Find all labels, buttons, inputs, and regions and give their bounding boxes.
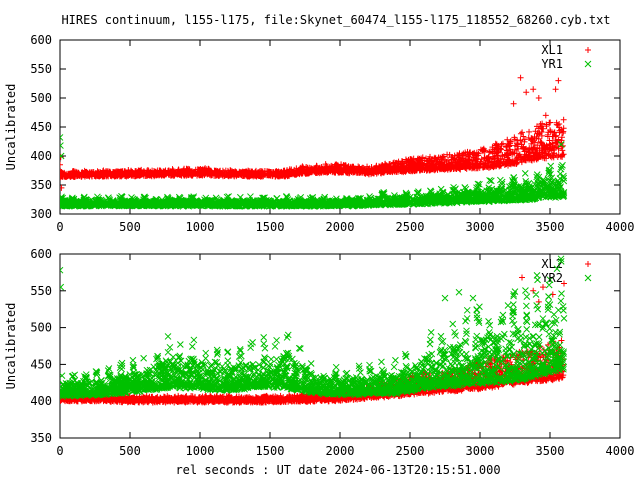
- x-tick-label: 1500: [256, 220, 285, 234]
- x-tick-label: 2000: [326, 220, 355, 234]
- chart-title: HIRES continuum, l155-l175, file:Skynet_…: [61, 13, 610, 27]
- panels: 0 500 1000 1500 2000 2500 3000 3500 400030035040…: [4, 33, 634, 458]
- x-tick-label: 3000: [466, 220, 495, 234]
- series-yr2: [60, 255, 568, 400]
- x-tick-label: 1000: [186, 444, 215, 458]
- panel-1: 0 500 1000 1500 2000 2500 3000 3500 4000 300 350 40…: [4, 33, 634, 234]
- y-tick-label: 400: [30, 149, 52, 163]
- x-tick-label: 3500: [536, 444, 565, 458]
- scatter-points-xl1: [60, 74, 567, 191]
- x-tick-label: 2000: [326, 444, 355, 458]
- legend-label: XL1: [541, 43, 563, 57]
- y-tick-label: 500: [30, 91, 52, 105]
- y-tick-label: 550: [30, 62, 52, 76]
- x-tick-label: 2500: [396, 444, 425, 458]
- y-axis-label: Uncalibrated: [4, 84, 18, 171]
- series-xl1: [60, 74, 567, 191]
- x-tick-label: 2500: [396, 220, 425, 234]
- x-tick-label: 3000: [466, 444, 495, 458]
- x-tick-label: 0: [56, 444, 63, 458]
- x-tick-label: 1000: [186, 220, 215, 234]
- y-tick-label: 600: [30, 33, 52, 47]
- scatter-points-yr1: [60, 134, 568, 210]
- y-tick-label: 450: [30, 357, 52, 371]
- legend-marker-xl2: [585, 261, 591, 267]
- x-axis-label: rel seconds : UT date 2024-06-13T20:15:5…: [175, 463, 500, 477]
- x-tick-label: 500: [119, 444, 141, 458]
- y-tick-label: 550: [30, 284, 52, 298]
- x-tick-label: 0: [56, 220, 63, 234]
- legend-label: YR2: [541, 271, 563, 285]
- y-axis-label: Uncalibrated: [4, 303, 18, 390]
- legend-marker-yr2: [584, 274, 592, 282]
- series-yr1: [60, 134, 568, 210]
- legend-marker-yr1: [584, 60, 592, 68]
- y-tick-label: 400: [30, 394, 52, 408]
- y-tick-label: 450: [30, 120, 52, 134]
- legend-marker-xl1: [585, 47, 591, 53]
- x-tick-label: 500: [119, 220, 141, 234]
- legend-label: YR1: [541, 57, 563, 71]
- y-tick-label: 350: [30, 178, 52, 192]
- x-tick-label: 3500: [536, 220, 565, 234]
- legend-label: XL2: [541, 257, 563, 271]
- panel-2: 0 500 1000 1500 2000 2500 3000 3500 4000 350 400 45…: [4, 247, 634, 458]
- x-tick-label: 4000: [606, 220, 635, 234]
- y-tick-label: 500: [30, 321, 52, 335]
- y-tick-label: 350: [30, 431, 52, 445]
- x-tick-label: 1500: [256, 444, 285, 458]
- scatter-points-yr2: [60, 255, 568, 400]
- x-tick-label: 4000: [606, 444, 635, 458]
- y-tick-label: 300: [30, 207, 52, 221]
- y-tick-label: 600: [30, 247, 52, 261]
